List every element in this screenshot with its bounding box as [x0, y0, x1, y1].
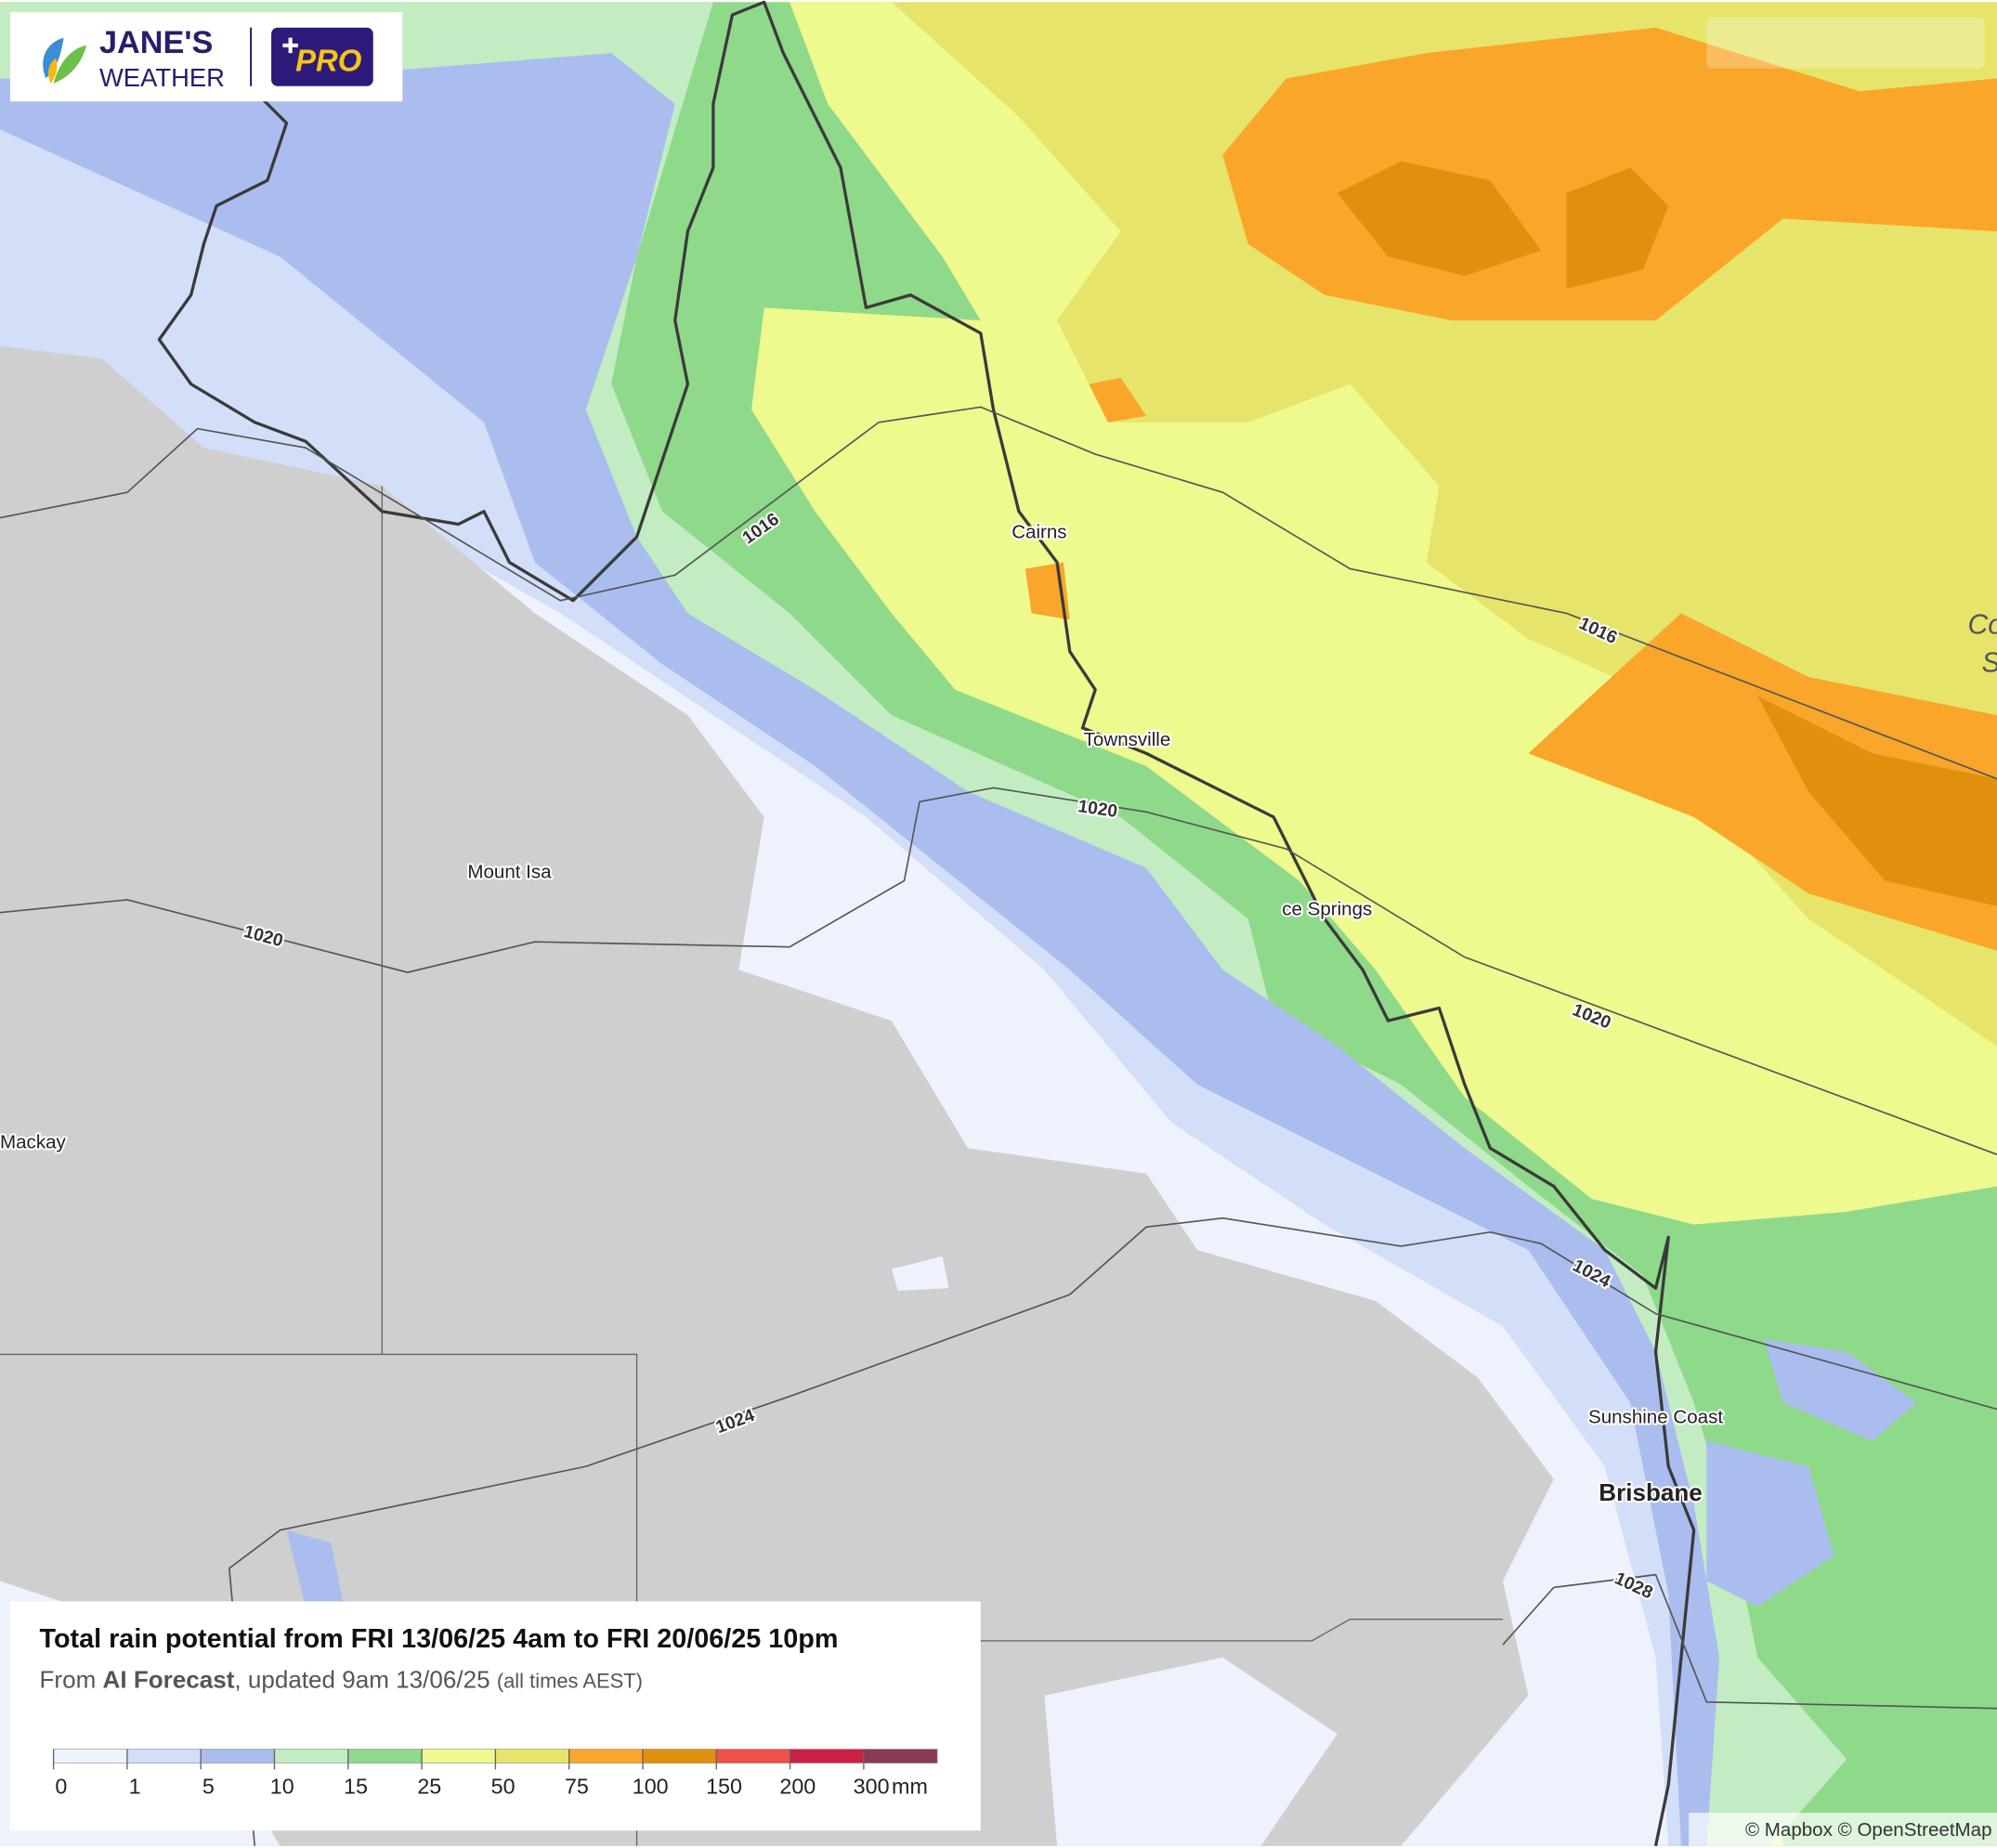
legend-tick-label: 0 [55, 1775, 67, 1799]
legend-tick-label: 25 [417, 1775, 441, 1799]
legend-swatch [715, 1749, 790, 1763]
legend-title: Total rain potential from FRI 13/06/25 4… [40, 1624, 839, 1654]
legend-swatch [200, 1749, 275, 1763]
attribution[interactable]: © Mapbox © OpenStreetMap [1745, 1819, 1992, 1841]
badge-plus [282, 37, 298, 54]
place-label: Townsville [1084, 729, 1171, 750]
legend-tick-label: 1 [129, 1775, 141, 1799]
legend-swatch [421, 1749, 496, 1763]
badge: PRO [295, 43, 362, 77]
logo-leaf [53, 45, 87, 85]
legend-subtitle: From AI Forecast, updated 9am 13/06/25 (… [40, 1666, 643, 1694]
place-label: ce Springs [1282, 898, 1372, 919]
legend-swatch [126, 1749, 202, 1763]
toolbar[interactable] [1706, 17, 1985, 69]
legend-tick-label: 15 [344, 1775, 368, 1799]
place-label: Sunshine Coast [1588, 1407, 1723, 1428]
rain-orange [1089, 377, 1147, 423]
legend-tick-label: 75 [565, 1775, 589, 1799]
legend: Total rain potential from FRI 13/06/25 4… [9, 1601, 981, 1831]
legend-swatch [347, 1749, 423, 1763]
updated: , updated 9am 13/06/25 [234, 1666, 489, 1694]
legend-tick-label: 300 [854, 1775, 890, 1799]
attribution-box [1689, 1813, 1997, 1846]
place-label: Brisbane [1599, 1478, 1702, 1506]
place-label: Mount Isa [467, 862, 552, 883]
source: AI Forecast [103, 1666, 235, 1694]
legend-swatch [568, 1749, 644, 1763]
logo-leaf [43, 37, 64, 79]
rain-dark-orange [1757, 696, 1997, 906]
rain-dark-orange [1337, 161, 1542, 277]
coastline [157, 0, 1696, 1847]
legend-tick-label: 50 [491, 1775, 516, 1799]
legend-box [9, 1601, 981, 1831]
legend-tick-label: 10 [270, 1775, 294, 1799]
legend-unit: mm [892, 1775, 928, 1799]
legend-swatch [274, 1749, 349, 1763]
place-label: Mackay [0, 1131, 67, 1152]
legend-swatch [495, 1749, 570, 1763]
logo-leaf [47, 58, 58, 85]
sea-label: S [1982, 648, 1997, 679]
rain-very-light [1044, 1657, 1338, 1846]
legend-tick-label: 150 [706, 1775, 742, 1799]
rain-blue [1706, 1440, 1834, 1607]
legend-swatch [642, 1749, 717, 1763]
land-no-rain [0, 345, 1554, 1846]
legend-tick-label: 200 [779, 1775, 816, 1799]
brand-sub: WEATHER [99, 63, 225, 92]
rain-blue [286, 1529, 345, 1607]
place-label: Cairns [1012, 522, 1066, 543]
isobar [228, 1217, 1997, 1846]
legend-tick-label: 100 [633, 1775, 669, 1799]
logo: JANE'S WEATHER PRO [9, 12, 403, 102]
isobar [0, 406, 1997, 780]
rain-dark-orange [1566, 167, 1669, 289]
legend-swatch [790, 1749, 865, 1763]
sea-label: Co [1967, 609, 1997, 640]
note: (all times AEST) [497, 1670, 643, 1693]
isobar [0, 787, 1997, 1155]
rain-blue [1764, 1339, 1917, 1441]
source-prefix: From [40, 1666, 97, 1694]
legend-swatch [863, 1749, 938, 1763]
badge-box [271, 27, 373, 86]
isobar [1502, 1573, 1997, 1710]
legend-swatch [53, 1749, 128, 1763]
brand: JANE'S [99, 25, 213, 60]
legend-scale: 0 1 5 10 15 25 50 75 100 150 200 300 mm [52, 1749, 938, 1799]
rain-very-light [891, 1256, 949, 1291]
legend-tick-label: 5 [202, 1775, 215, 1799]
